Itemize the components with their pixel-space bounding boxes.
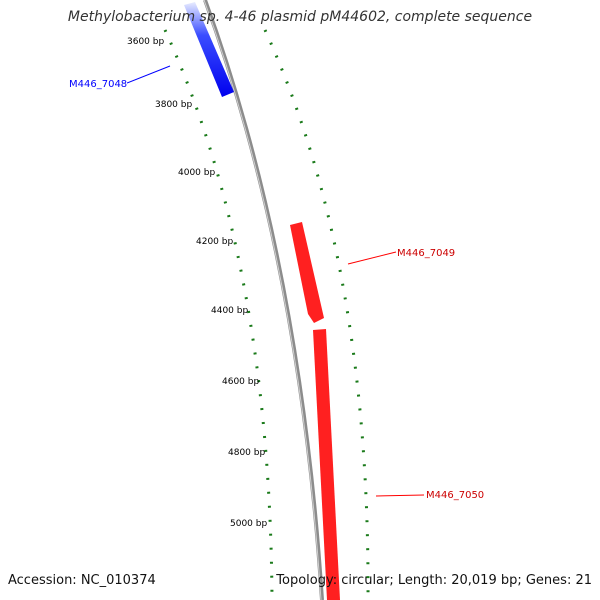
gene-label-m446-7048[interactable]: M446_7048: [69, 79, 127, 90]
gene-connector-m446-7050: [375, 494, 425, 497]
tick-label: 4200 bp: [196, 237, 233, 247]
tick-label: 4000 bp: [178, 168, 215, 178]
gene-feature-m446-7048[interactable]: [184, 2, 234, 97]
tick-label: 4800 bp: [228, 448, 265, 458]
tick-label: 3800 bp: [155, 100, 192, 110]
tick-label: 4400 bp: [211, 306, 248, 316]
topology-summary: Topology: circular; Length: 20,019 bp; G…: [276, 573, 592, 588]
map-title: Methylobacterium sp. 4-46 plasmid pM4460…: [67, 9, 533, 25]
inner-guide-track: [163, 29, 274, 600]
backbone-arc: [203, 0, 324, 600]
accession-label: Accession: NC_010374: [8, 573, 156, 588]
tick-label: 4600 bp: [222, 377, 259, 387]
gene-connector-m446-7049: [347, 251, 397, 265]
gene-label-m446-7050[interactable]: M446_7050: [426, 490, 484, 501]
gene-connector-m446-7048: [126, 65, 171, 84]
tick-labels: 3600 bp 3800 bp 4000 bp 4200 bp 4400 bp …: [127, 37, 267, 529]
outer-guide-track: [263, 29, 370, 600]
gene-feature-m446-7050[interactable]: [313, 329, 340, 600]
gene-label-m446-7049[interactable]: M446_7049: [397, 248, 455, 259]
backbone-arc-highlight: [203, 0, 322, 600]
tick-label: 3600 bp: [127, 37, 164, 47]
gene-feature-m446-7049[interactable]: [290, 222, 324, 323]
tick-label: 5000 bp: [230, 519, 267, 529]
